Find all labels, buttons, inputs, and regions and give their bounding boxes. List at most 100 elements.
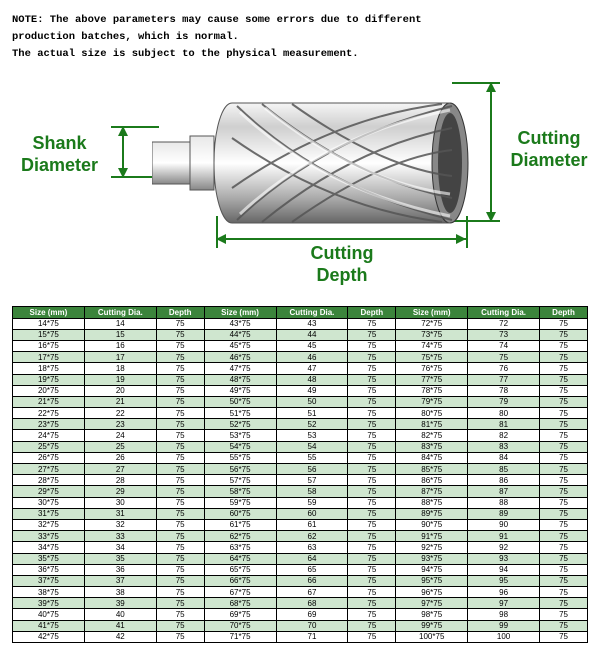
table-cell: 75 xyxy=(540,385,588,396)
table-cell: 75 xyxy=(348,587,396,598)
table-cell: 74*75 xyxy=(396,340,468,351)
table-cell: 70*75 xyxy=(204,620,276,631)
table-header-cell: Cutting Dia. xyxy=(468,307,540,318)
table-cell: 75 xyxy=(540,441,588,452)
table-cell: 92*75 xyxy=(396,542,468,553)
table-cell: 53 xyxy=(276,430,348,441)
table-cell: 75 xyxy=(156,508,204,519)
table-row: 24*75247553*75537582*758275 xyxy=(13,430,588,441)
table-cell: 75 xyxy=(156,587,204,598)
table-cell: 31*75 xyxy=(13,508,85,519)
table-cell: 42 xyxy=(84,631,156,642)
table-cell: 75 xyxy=(156,329,204,340)
table-cell: 77*75 xyxy=(396,374,468,385)
table-cell: 75 xyxy=(540,508,588,519)
table-cell: 30 xyxy=(84,497,156,508)
table-cell: 75 xyxy=(156,531,204,542)
table-cell: 94*75 xyxy=(396,564,468,575)
table-header-cell: Cutting Dia. xyxy=(84,307,156,318)
table-row: 37*75377566*75667595*759575 xyxy=(13,575,588,586)
table-cell: 75 xyxy=(348,486,396,497)
table-cell: 42*75 xyxy=(13,631,85,642)
table-cell: 75 xyxy=(348,542,396,553)
table-cell: 26*75 xyxy=(13,452,85,463)
table-cell: 76*75 xyxy=(396,363,468,374)
shank-label: Shank Diameter xyxy=(12,133,107,176)
table-cell: 75 xyxy=(348,452,396,463)
table-cell: 69*75 xyxy=(204,609,276,620)
table-cell: 34*75 xyxy=(13,542,85,553)
table-cell: 64 xyxy=(276,553,348,564)
table-cell: 60*75 xyxy=(204,508,276,519)
table-cell: 59 xyxy=(276,497,348,508)
table-cell: 14*75 xyxy=(13,318,85,329)
table-cell: 75 xyxy=(156,408,204,419)
table-cell: 75 xyxy=(156,598,204,609)
table-cell: 97 xyxy=(468,598,540,609)
table-row: 29*75297558*75587587*758775 xyxy=(13,486,588,497)
table-cell: 75 xyxy=(540,531,588,542)
table-cell: 75 xyxy=(156,519,204,530)
table-cell: 75 xyxy=(156,419,204,430)
table-cell: 54*75 xyxy=(204,441,276,452)
table-cell: 24 xyxy=(84,430,156,441)
table-cell: 37*75 xyxy=(13,575,85,586)
table-cell: 54 xyxy=(276,441,348,452)
note-line3: The actual size is subject to the physic… xyxy=(12,48,359,60)
table-cell: 23*75 xyxy=(13,419,85,430)
table-cell: 15 xyxy=(84,329,156,340)
table-cell: 26 xyxy=(84,452,156,463)
table-cell: 75 xyxy=(156,464,204,475)
table-cell: 24*75 xyxy=(13,430,85,441)
table-cell: 39*75 xyxy=(13,598,85,609)
table-cell: 75 xyxy=(540,587,588,598)
table-row: 26*75267555*75557584*758475 xyxy=(13,452,588,463)
table-cell: 97*75 xyxy=(396,598,468,609)
table-cell: 75 xyxy=(348,318,396,329)
table-cell: 39 xyxy=(84,598,156,609)
table-cell: 56 xyxy=(276,464,348,475)
table-cell: 68 xyxy=(276,598,348,609)
table-cell: 75 xyxy=(348,598,396,609)
table-cell: 19 xyxy=(84,374,156,385)
table-cell: 75 xyxy=(156,318,204,329)
table-cell: 63 xyxy=(276,542,348,553)
table-cell: 91 xyxy=(468,531,540,542)
table-cell: 20 xyxy=(84,385,156,396)
table-cell: 75 xyxy=(156,396,204,407)
table-row: 41*75417570*75707599*759975 xyxy=(13,620,588,631)
table-cell: 55 xyxy=(276,452,348,463)
table-cell: 62*75 xyxy=(204,531,276,542)
table-cell: 78*75 xyxy=(396,385,468,396)
cutdia-label: Cutting Diameter xyxy=(504,128,594,171)
table-cell: 29 xyxy=(84,486,156,497)
table-cell: 51 xyxy=(276,408,348,419)
table-cell: 45*75 xyxy=(204,340,276,351)
table-header-cell: Size (mm) xyxy=(13,307,85,318)
table-cell: 45 xyxy=(276,340,348,351)
table-cell: 75 xyxy=(540,419,588,430)
table-cell: 93*75 xyxy=(396,553,468,564)
table-cell: 43 xyxy=(276,318,348,329)
table-cell: 57*75 xyxy=(204,475,276,486)
table-cell: 75 xyxy=(348,396,396,407)
table-header-cell: Size (mm) xyxy=(396,307,468,318)
table-cell: 75 xyxy=(348,430,396,441)
table-cell: 75 xyxy=(348,441,396,452)
depth-dim-line xyxy=(216,238,466,240)
table-cell: 75 xyxy=(156,620,204,631)
table-cell: 75 xyxy=(540,519,588,530)
table-cell: 75 xyxy=(348,329,396,340)
table-cell: 43*75 xyxy=(204,318,276,329)
table-cell: 75 xyxy=(348,508,396,519)
table-cell: 28*75 xyxy=(13,475,85,486)
table-cell: 80*75 xyxy=(396,408,468,419)
table-cell: 72 xyxy=(468,318,540,329)
table-row: 20*75207549*75497578*757875 xyxy=(13,385,588,396)
table-body: 14*75147543*75437572*75727515*75157544*7… xyxy=(13,318,588,642)
table-cell: 85 xyxy=(468,464,540,475)
table-cell: 22 xyxy=(84,408,156,419)
table-cell: 25 xyxy=(84,441,156,452)
table-cell: 75 xyxy=(156,452,204,463)
table-row: 34*75347563*75637592*759275 xyxy=(13,542,588,553)
